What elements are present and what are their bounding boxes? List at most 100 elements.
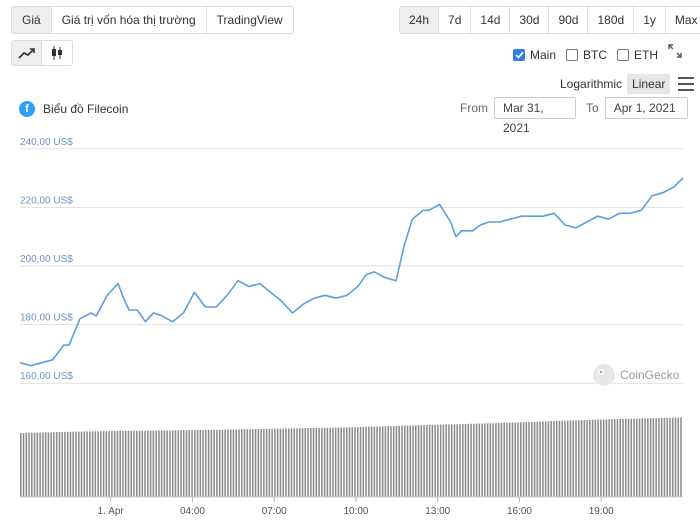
checkbox-main[interactable] <box>513 49 525 61</box>
toggle-main[interactable]: Main <box>513 48 556 62</box>
volume-bar <box>542 421 544 497</box>
volume-bar <box>506 422 508 497</box>
volume-bar <box>36 432 39 497</box>
volume-bar <box>539 421 541 497</box>
x-axis-ticks: 1. Apr 04:00 07:00 10:00 13:00 16:00 19:00 <box>98 497 614 517</box>
from-date-input[interactable]: Mar 31, 2021 <box>494 97 576 135</box>
volume-bar <box>453 424 456 497</box>
range-30d[interactable]: 30d <box>510 7 550 33</box>
volume-bar <box>260 429 262 497</box>
toggle-eth[interactable]: ETH <box>617 48 658 62</box>
volume-bar <box>191 430 193 497</box>
chart-title-text: Biểu đồ Filecoin <box>43 102 129 116</box>
from-label: From <box>460 101 488 115</box>
range-180d[interactable]: 180d <box>588 7 635 33</box>
volume-bar <box>608 419 610 497</box>
volume-bar <box>241 429 243 497</box>
x-tick-label: 19:00 <box>589 506 614 517</box>
tab-market-cap[interactable]: Giá trị vốn hóa thị trường <box>51 7 207 33</box>
volume-bar <box>390 426 392 497</box>
volume-bar <box>403 425 406 497</box>
volume-bar <box>467 423 470 497</box>
tab-tradingview[interactable]: TradingView <box>206 7 293 33</box>
range-1y[interactable]: 1y <box>634 7 666 33</box>
volume-bar <box>611 419 613 497</box>
volume-bar <box>497 423 500 497</box>
candlestick-chart-button[interactable] <box>42 41 72 65</box>
x-tick-label: 07:00 <box>262 506 287 517</box>
volume-bar <box>674 417 677 497</box>
volume-bar <box>456 424 458 497</box>
volume-bar <box>58 432 61 497</box>
menu-icon[interactable] <box>678 77 695 91</box>
volume-bar <box>91 431 94 497</box>
volume-bar <box>660 417 663 497</box>
volume-bar <box>566 420 569 497</box>
volume-bar <box>312 428 315 497</box>
fullscreen-button[interactable] <box>666 42 684 60</box>
volume-bar <box>392 426 395 497</box>
to-date-input[interactable]: Apr 1, 2021 <box>604 97 688 119</box>
logarithmic-button[interactable]: Logarithmic <box>560 77 623 91</box>
volume-bar <box>622 418 624 497</box>
volume-bar <box>533 421 536 497</box>
volume-bar <box>381 426 384 497</box>
volume-bar <box>296 428 298 497</box>
volume-bar <box>307 428 309 497</box>
x-tick-label: 10:00 <box>343 506 368 517</box>
linear-button[interactable]: Linear <box>627 74 671 94</box>
volume-bar <box>636 418 638 497</box>
range-90d[interactable]: 90d <box>549 7 589 33</box>
volume-bar <box>649 418 652 497</box>
volume-bar <box>492 423 494 497</box>
volume-bar <box>528 422 530 497</box>
volume-bar <box>263 428 265 497</box>
volume-bar <box>310 428 312 497</box>
volume-bar <box>426 424 428 497</box>
volume-bar <box>376 426 378 497</box>
volume-bar <box>439 424 442 497</box>
view-tabs: Giá Giá trị vốn hóa thị trường TradingVi… <box>11 6 294 34</box>
expand-icon <box>668 44 682 58</box>
volume-bar <box>329 427 331 497</box>
volume-bar <box>144 430 146 497</box>
range-14d[interactable]: 14d <box>471 7 511 33</box>
checkbox-btc[interactable] <box>566 49 579 61</box>
line-chart-button[interactable] <box>12 41 42 65</box>
range-max[interactable]: Max <box>665 7 700 33</box>
volume-bar <box>575 420 577 497</box>
volume-bar <box>274 428 276 497</box>
volume-bar <box>213 429 215 497</box>
volume-bar <box>655 418 657 497</box>
volume-bar <box>508 422 511 497</box>
volume-bar <box>254 429 257 497</box>
volume-bar <box>370 426 373 497</box>
range-7d[interactable]: 7d <box>439 7 472 33</box>
volume-bar <box>61 432 63 497</box>
volume-bar <box>448 424 450 497</box>
volume-bar <box>544 421 547 497</box>
volume-bar <box>89 431 91 497</box>
volume-bar <box>268 428 271 497</box>
volume-bar <box>589 419 591 497</box>
range-24h[interactable]: 24h <box>400 7 440 33</box>
volume-bar <box>80 431 83 497</box>
to-label: To <box>586 101 599 115</box>
volume-bar <box>69 431 72 497</box>
volume-bar <box>624 418 627 497</box>
volume-bar <box>522 422 525 497</box>
y-tick-label: 240,00 US$ <box>20 137 73 148</box>
volume-bar <box>412 425 414 497</box>
tab-price[interactable]: Giá <box>12 7 52 33</box>
y-tick-label: 220,00 US$ <box>20 195 73 206</box>
x-tick-label: 04:00 <box>180 506 205 517</box>
volume-bar <box>287 428 290 497</box>
checkbox-eth[interactable] <box>617 49 630 61</box>
line-chart-icon <box>17 48 35 59</box>
volume-bar <box>594 419 597 497</box>
volume-bar <box>136 430 138 497</box>
volume-bar <box>663 417 666 497</box>
volume-bar <box>627 418 630 497</box>
toggle-btc[interactable]: BTC <box>566 48 607 62</box>
